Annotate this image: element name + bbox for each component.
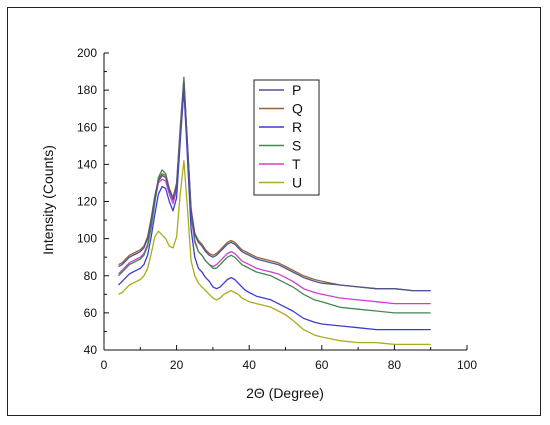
series-line-p <box>118 82 431 292</box>
x-tick-label: 20 <box>170 358 184 372</box>
legend-label-s: S <box>292 138 301 154</box>
axes: 40 60 80 100 120 140 160 180 200 0 20 40 60 80 100 <box>77 46 477 372</box>
y-tick-label: 140 <box>77 157 97 171</box>
y-tick-label: 120 <box>77 195 97 209</box>
x-tick-label: 40 <box>243 358 257 372</box>
y-tick-label: 100 <box>77 232 97 246</box>
y-tick-label: 60 <box>84 306 98 320</box>
legend-label-u: U <box>292 175 302 191</box>
series-line-s <box>118 76 431 314</box>
figure-frame <box>7 7 541 416</box>
legend-label-q: Q <box>292 101 303 117</box>
series-line-r <box>118 87 431 331</box>
y-tick-label: 40 <box>84 343 98 357</box>
x-tick-label: 80 <box>388 358 402 372</box>
legend-label-t: T <box>292 156 301 172</box>
x-tick-label: 100 <box>457 358 477 372</box>
legend-label-r: R <box>292 119 302 135</box>
y-axis-title: Intensity (Counts) <box>40 145 56 255</box>
x-tick-label: 60 <box>315 358 329 372</box>
x-axis-title: 2Θ (Degree) <box>246 385 324 401</box>
plot-area <box>118 76 431 346</box>
y-tick-label: 180 <box>77 83 97 97</box>
y-tick-label: 200 <box>77 46 97 60</box>
x-tick-label: 0 <box>101 358 108 372</box>
legend-box <box>253 79 320 196</box>
series-line-u <box>118 160 431 346</box>
legend-label-p: P <box>292 82 301 98</box>
y-tick-label: 160 <box>77 120 97 134</box>
y-tick-label: 80 <box>84 269 98 283</box>
